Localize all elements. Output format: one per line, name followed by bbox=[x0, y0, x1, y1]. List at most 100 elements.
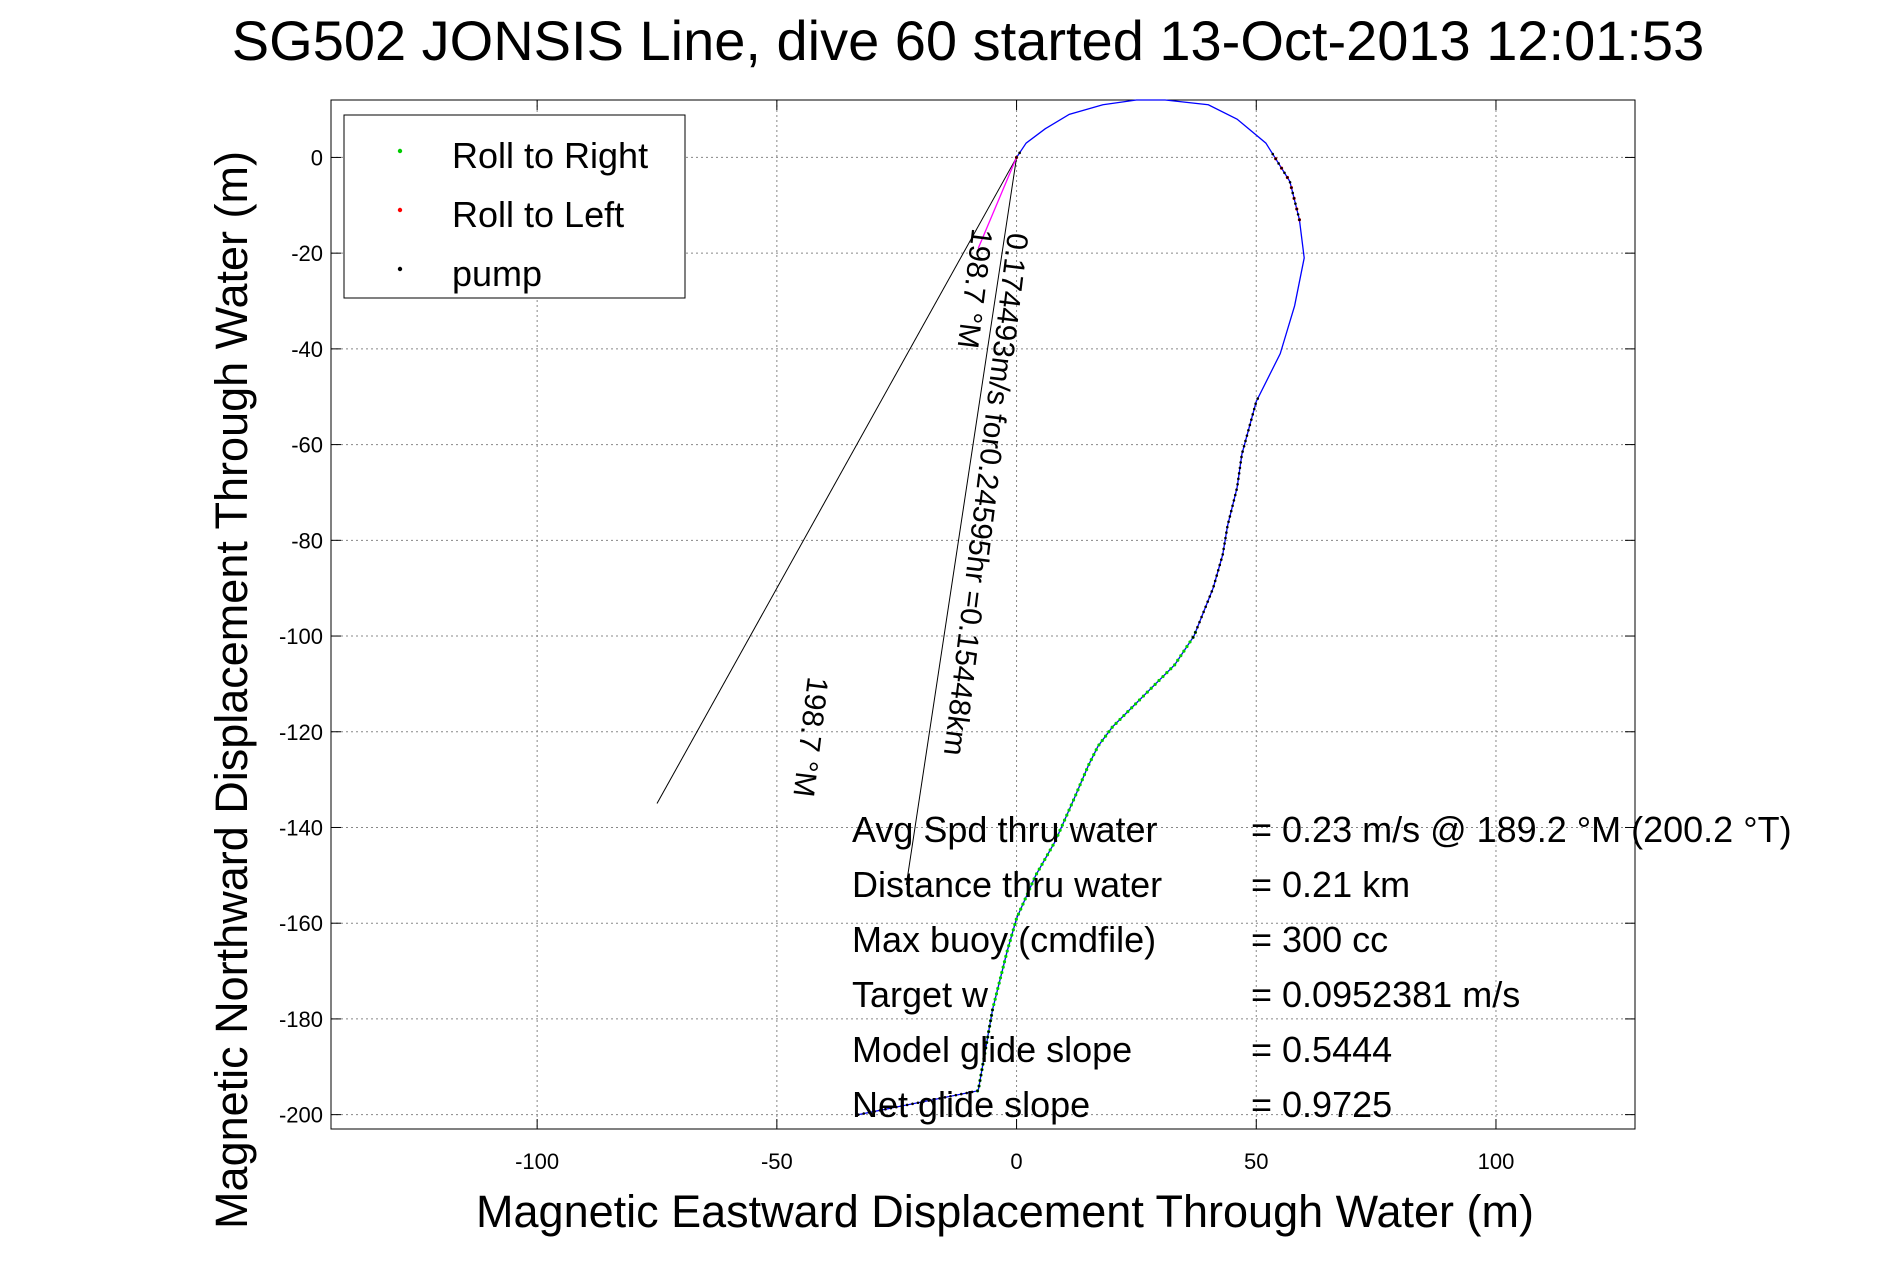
x-tick-label: 100 bbox=[1478, 1149, 1515, 1174]
marker-pump bbox=[1271, 152, 1275, 156]
marker-roll_right bbox=[1141, 694, 1146, 698]
marker-roll_right bbox=[1045, 853, 1050, 857]
legend-marker bbox=[397, 148, 403, 154]
marker-pump bbox=[1251, 413, 1255, 416]
marker-pump bbox=[1277, 162, 1280, 165]
annotation-line bbox=[656, 157, 1017, 804]
y-tick-label: -200 bbox=[279, 1103, 323, 1128]
marker-roll_right bbox=[1016, 912, 1021, 916]
marker-pump bbox=[1248, 423, 1252, 427]
marker-pump bbox=[1237, 472, 1241, 475]
stat-value: = 0.21 km bbox=[1251, 864, 1410, 905]
marker-pump bbox=[884, 1107, 887, 1111]
marker-pump bbox=[1194, 631, 1197, 634]
marker-pump bbox=[1292, 197, 1296, 200]
y-tick-label: -80 bbox=[291, 528, 323, 553]
marker-pump bbox=[1233, 493, 1237, 497]
marker-roll_right bbox=[1153, 682, 1157, 686]
annotation-lines bbox=[656, 157, 1018, 885]
x-tick-label: 0 bbox=[1010, 1149, 1022, 1174]
marker-pump bbox=[1256, 397, 1260, 400]
marker-roll_right bbox=[1157, 678, 1161, 683]
marker-roll_right bbox=[1067, 808, 1071, 812]
marker-roll_right bbox=[1000, 970, 1004, 975]
marker-roll_right bbox=[994, 992, 999, 996]
y-tick-label: -140 bbox=[279, 815, 323, 840]
legend: Roll to Right Roll to Left pump bbox=[343, 114, 686, 299]
marker-pump bbox=[1221, 553, 1225, 556]
marker-pump bbox=[1239, 461, 1242, 464]
marker-roll_right bbox=[1021, 902, 1025, 906]
stat-label: Max buoy (cmdfile) bbox=[852, 919, 1156, 960]
marker-pump bbox=[1216, 568, 1220, 572]
marker-pump bbox=[922, 1100, 925, 1103]
marker-roll_right bbox=[1053, 838, 1058, 842]
marker-roll_right bbox=[1097, 743, 1101, 747]
marker-pump bbox=[857, 1113, 860, 1116]
marker-pump bbox=[916, 1101, 920, 1105]
marker-roll_right bbox=[1076, 788, 1080, 792]
marker-roll_right bbox=[1007, 944, 1011, 948]
marker-pump bbox=[889, 1106, 893, 1110]
marker-roll_right bbox=[993, 997, 997, 1001]
marker-pump bbox=[1210, 590, 1214, 593]
marker-pump bbox=[1296, 213, 1300, 216]
marker-pump bbox=[983, 1052, 987, 1055]
marker-pump bbox=[976, 1089, 979, 1093]
marker-pump bbox=[1015, 156, 1018, 159]
marker-roll_right bbox=[1126, 710, 1130, 714]
marker-roll_right bbox=[1071, 798, 1076, 802]
marker-roll_right bbox=[1074, 793, 1078, 797]
marker-pump bbox=[1235, 488, 1238, 491]
marker-pump bbox=[965, 1091, 969, 1095]
marker-roll_right bbox=[1037, 867, 1041, 871]
marker-roll_right bbox=[1069, 803, 1073, 807]
marker-pump bbox=[1222, 547, 1225, 551]
marker-roll_right bbox=[1058, 828, 1062, 832]
marker-roll_right bbox=[1013, 922, 1017, 927]
y-tick-label: -100 bbox=[279, 624, 323, 649]
marker-pump bbox=[1191, 636, 1195, 639]
marker-pump bbox=[1298, 218, 1301, 222]
marker-pump bbox=[979, 1073, 983, 1077]
marker-pump bbox=[1240, 455, 1243, 459]
marker-roll_right bbox=[1030, 882, 1034, 886]
marker-roll_right bbox=[1060, 823, 1064, 827]
y-tick-label: -40 bbox=[291, 337, 323, 362]
x-axis-label: Magnetic Eastward Displacement Through W… bbox=[476, 1186, 1534, 1237]
marker-pump bbox=[1215, 574, 1219, 577]
marker-pump bbox=[980, 1068, 984, 1071]
marker-roll_right bbox=[992, 1002, 996, 1007]
marker-pump bbox=[927, 1099, 931, 1102]
markers-group bbox=[857, 151, 1302, 1116]
marker-roll_right bbox=[1010, 933, 1014, 937]
y-tick-label: -160 bbox=[279, 911, 323, 936]
series-line-track bbox=[858, 99, 1305, 1116]
marker-pump bbox=[1242, 444, 1246, 448]
marker-roll_right bbox=[1080, 778, 1084, 782]
marker-pump bbox=[905, 1103, 909, 1107]
marker-pump bbox=[1223, 542, 1226, 545]
marker-pump bbox=[984, 1046, 988, 1050]
marker-pump bbox=[1241, 450, 1244, 453]
stat-label: Model glide slope bbox=[852, 1029, 1132, 1070]
marker-pump bbox=[932, 1098, 936, 1101]
marker-pump bbox=[1218, 563, 1222, 567]
marker-pump bbox=[954, 1093, 958, 1097]
y-tick-label: -20 bbox=[291, 241, 323, 266]
marker-roll_right bbox=[997, 981, 1001, 985]
y-tick-label: -180 bbox=[279, 1007, 323, 1032]
marker-pump bbox=[1232, 499, 1236, 502]
axes: -100 -50 0 50 100 0 -20 -40 -60 -80 -100 -120 -140 -1… bbox=[279, 99, 1636, 1174]
marker-pump bbox=[1294, 202, 1297, 205]
marker-pump bbox=[1245, 434, 1249, 437]
marker-pump bbox=[1196, 625, 1199, 629]
marker-roll_right bbox=[1122, 713, 1126, 718]
marker-roll_right bbox=[1001, 965, 1005, 969]
stat-label: Net glide slope bbox=[852, 1084, 1090, 1125]
marker-roll_right bbox=[996, 986, 1000, 991]
marker-roll_right bbox=[1062, 818, 1067, 822]
marker-pump bbox=[873, 1110, 876, 1113]
marker-roll_right bbox=[1005, 949, 1009, 953]
marker-roll_right bbox=[1137, 698, 1142, 702]
